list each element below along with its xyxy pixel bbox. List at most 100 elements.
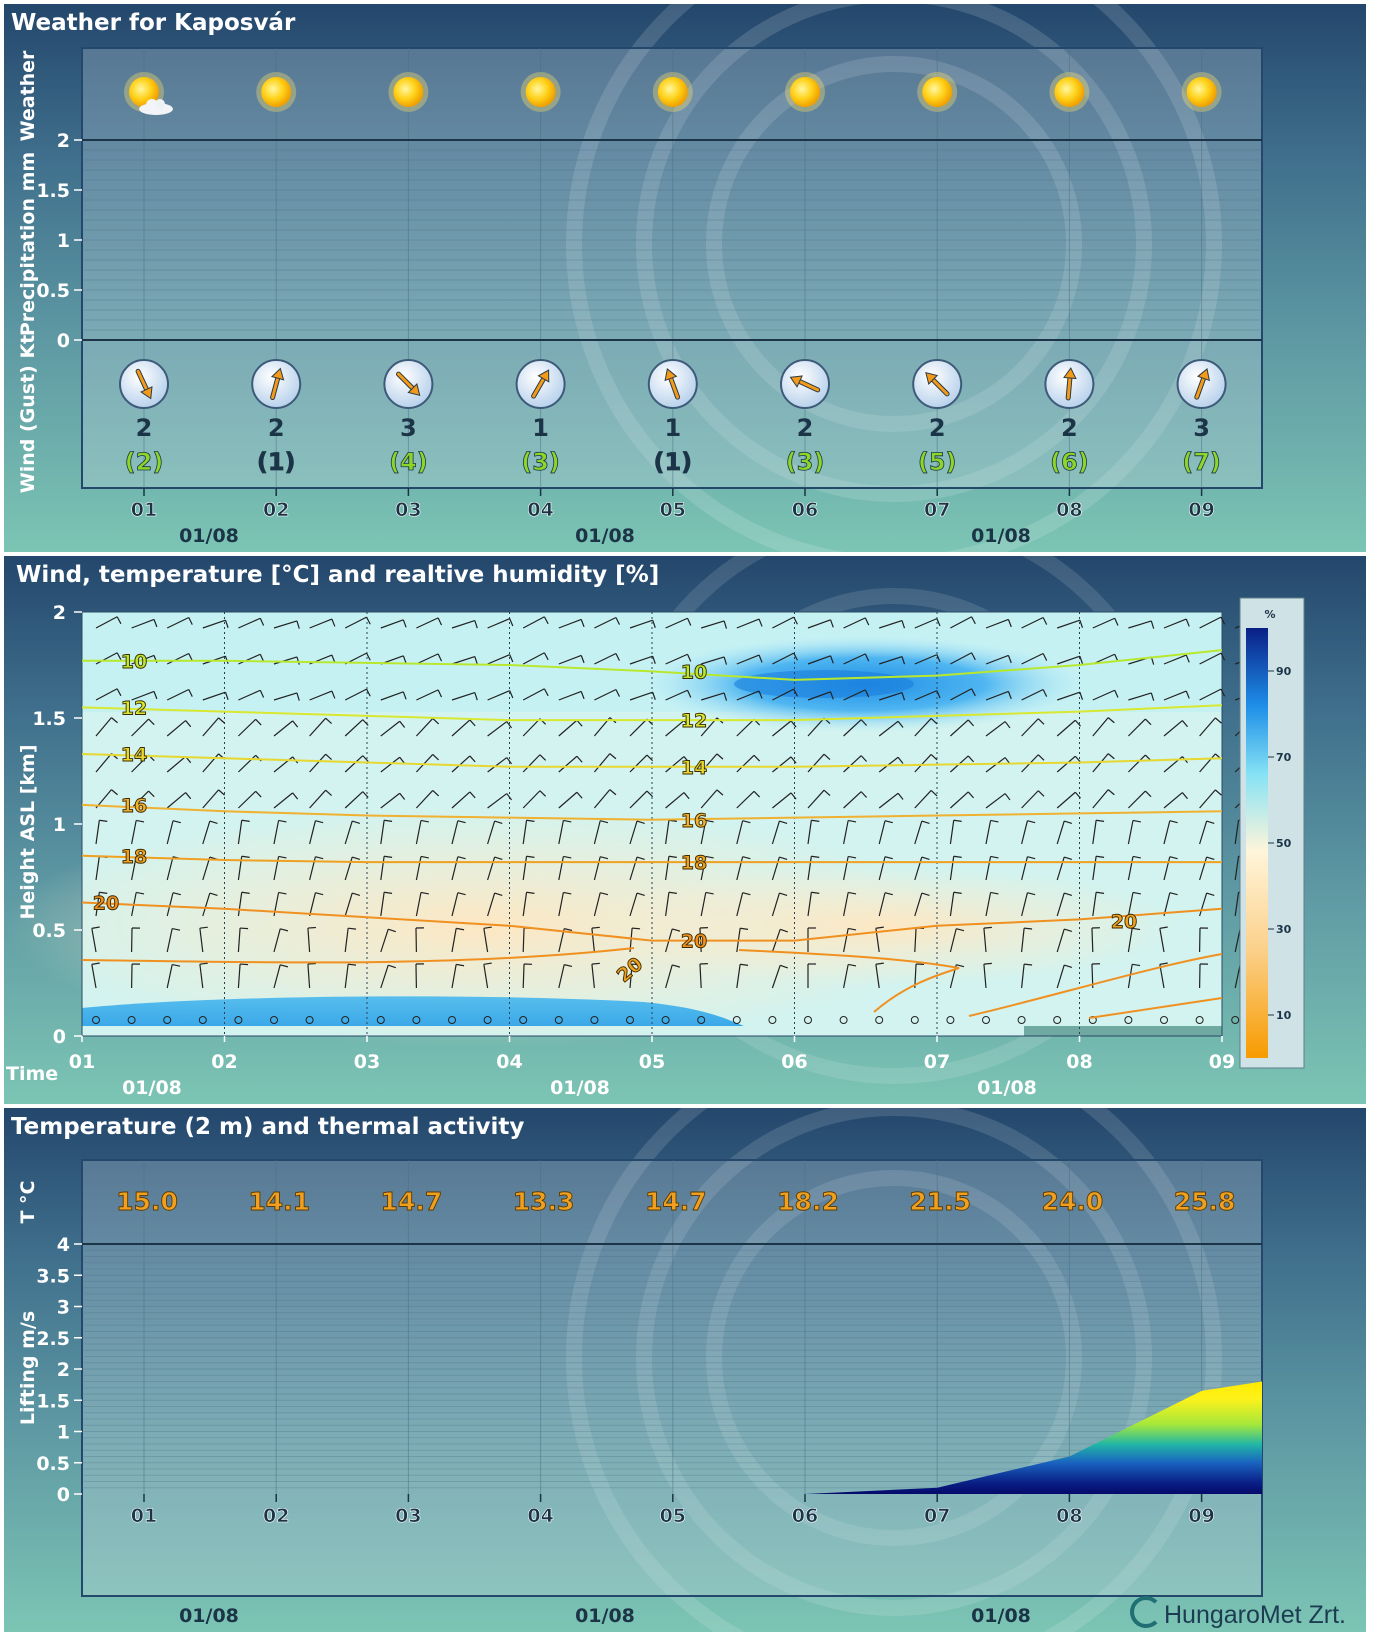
- wind-barb: [772, 616, 798, 629]
- hour-label: 04: [527, 499, 553, 521]
- y-tick-label: 0: [53, 1026, 66, 1048]
- barb-flag: [278, 819, 287, 823]
- barb-flag: [388, 928, 397, 933]
- barb-flag: [1096, 891, 1105, 894]
- barb-flag: [829, 655, 834, 664]
- wind-barb: [594, 688, 621, 701]
- barb-flag: [921, 892, 930, 896]
- wind-barb: [380, 891, 393, 917]
- wind-arrow-head: [1063, 367, 1077, 380]
- barb-flag: [609, 753, 617, 760]
- wind-barb: [202, 820, 218, 845]
- wind-barb: [772, 652, 798, 665]
- barb-flag: [437, 653, 443, 662]
- barb-flag: [469, 719, 476, 727]
- barb-staff: [415, 754, 434, 773]
- barb-flag: [897, 792, 904, 800]
- wind-arrow-icon: [1194, 368, 1210, 400]
- barb-flag: [111, 717, 118, 724]
- barb-flag: [1024, 927, 1033, 930]
- wind-barb: [415, 927, 424, 953]
- barb-staff: [416, 689, 439, 701]
- wind-barb: [771, 856, 788, 881]
- barb-staff: [344, 856, 353, 881]
- barb-flag: [580, 691, 585, 700]
- barb-flag: [1132, 963, 1141, 967]
- barb-flag: [723, 620, 728, 629]
- sun-disc: [657, 77, 688, 107]
- wind-temperature-humidity-panel: Wind, temperature [°C] and realtive humi…: [4, 556, 1366, 1104]
- wind-barb: [949, 719, 975, 737]
- calm-wind-circle: [483, 1016, 492, 1024]
- barb-staff: [772, 720, 792, 737]
- calm-wind-circle: [341, 1016, 350, 1024]
- barb-staff: [914, 618, 938, 629]
- wind-barb: [344, 688, 371, 701]
- barb-staff: [166, 856, 174, 881]
- wind-barb: [593, 856, 609, 881]
- wind-barb: [451, 927, 465, 953]
- wind-barb: [1163, 820, 1178, 845]
- sun-icon: [520, 72, 561, 112]
- barb-flag: [971, 688, 976, 697]
- barb-flag: [1042, 617, 1048, 625]
- barb-flag: [1132, 855, 1141, 859]
- barb-staff: [483, 964, 489, 989]
- barb-staff: [380, 792, 401, 809]
- wind-barb: [451, 620, 478, 629]
- wind-barb: [415, 963, 424, 989]
- barb-flag: [1132, 891, 1141, 895]
- wind-barb: [807, 753, 831, 773]
- barb-flag: [1007, 619, 1012, 628]
- barb-flag: [526, 819, 535, 822]
- wind-barb: [522, 616, 549, 629]
- wind-barb: [522, 855, 535, 881]
- barb-flag: [437, 617, 443, 626]
- wind-barb: [1056, 719, 1082, 737]
- wind-barb: [237, 790, 262, 809]
- wind-barb: [131, 690, 158, 701]
- barb-staff: [558, 690, 582, 701]
- barb-flag: [384, 855, 393, 858]
- barb-flag: [983, 926, 992, 929]
- wind-barb: [736, 820, 751, 845]
- barb-staff: [700, 753, 718, 773]
- barb-flag: [1185, 690, 1190, 699]
- wind-barb: [558, 819, 572, 845]
- wind-barb: [665, 653, 692, 665]
- barb-staff: [522, 856, 528, 881]
- barb-flag: [296, 620, 300, 629]
- barb-flag: [420, 855, 429, 859]
- isotherm-label: 18: [681, 852, 707, 874]
- y-tick-label: 2: [53, 602, 66, 624]
- barb-flag: [185, 792, 192, 800]
- wind-barb: [166, 792, 192, 809]
- isotherm-label: 20: [1111, 911, 1137, 933]
- barb-flag: [1064, 928, 1073, 932]
- barb-staff: [199, 928, 204, 953]
- barb-staff: [483, 928, 489, 953]
- barb-staff: [1234, 856, 1240, 881]
- wind-barb: [1092, 789, 1115, 809]
- barb-flag: [432, 718, 440, 725]
- barb-staff: [202, 856, 211, 881]
- wind-barb: [238, 653, 265, 665]
- wind-barb: [1056, 856, 1073, 881]
- barb-staff: [487, 892, 496, 917]
- wind-barb: [914, 856, 930, 881]
- barb-flag: [1181, 792, 1188, 800]
- barb-staff: [843, 755, 862, 773]
- wind-barb: [843, 855, 857, 881]
- wind-barb: [629, 963, 641, 989]
- barb-staff: [202, 691, 226, 701]
- barb-staff: [1234, 928, 1241, 953]
- barb-flag: [1220, 616, 1226, 625]
- wind-barb: [166, 720, 192, 737]
- wind-arrow-icon: [664, 368, 681, 400]
- barb-flag: [686, 653, 692, 662]
- barb-flag: [686, 689, 692, 698]
- barb-staff: [451, 856, 459, 881]
- weather-axis-label: Weather: [17, 50, 39, 141]
- wind-barb: [483, 1016, 492, 1024]
- wind-barb: [131, 963, 141, 989]
